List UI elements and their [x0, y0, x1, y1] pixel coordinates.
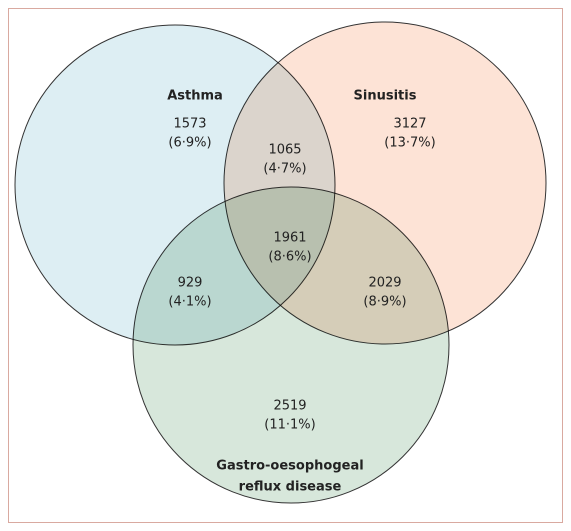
- region-percent: (11·1%): [264, 418, 315, 433]
- region-percent: (4·1%): [168, 295, 211, 310]
- region-count: 2519: [273, 399, 306, 414]
- region-percent: (8·6%): [268, 250, 311, 265]
- region-percent: (13·7%): [384, 136, 435, 151]
- region-percent: (6·9%): [168, 136, 211, 151]
- region-percent: (8·9%): [363, 295, 406, 310]
- region-count: 929: [178, 276, 203, 291]
- set-label: reflux disease: [239, 480, 342, 495]
- region-count: 1065: [268, 143, 301, 158]
- region-percent: (4·7%): [263, 162, 306, 177]
- set-label: Gastro-oesophogeal: [216, 459, 363, 474]
- region-count: 1573: [173, 117, 206, 132]
- set-label: Asthma: [167, 89, 223, 104]
- set-label: Sinusitis: [354, 89, 417, 104]
- region-labels: 1573 (6·9%) 1065 (4·7%) 3127 (13·7%) 1961 (8·6%…: [168, 117, 435, 433]
- region-count: 2029: [368, 276, 401, 291]
- circles: [14, 21, 547, 504]
- gord-circle: [132, 186, 450, 504]
- region-count: 3127: [393, 117, 426, 132]
- region-count: 1961: [273, 231, 306, 246]
